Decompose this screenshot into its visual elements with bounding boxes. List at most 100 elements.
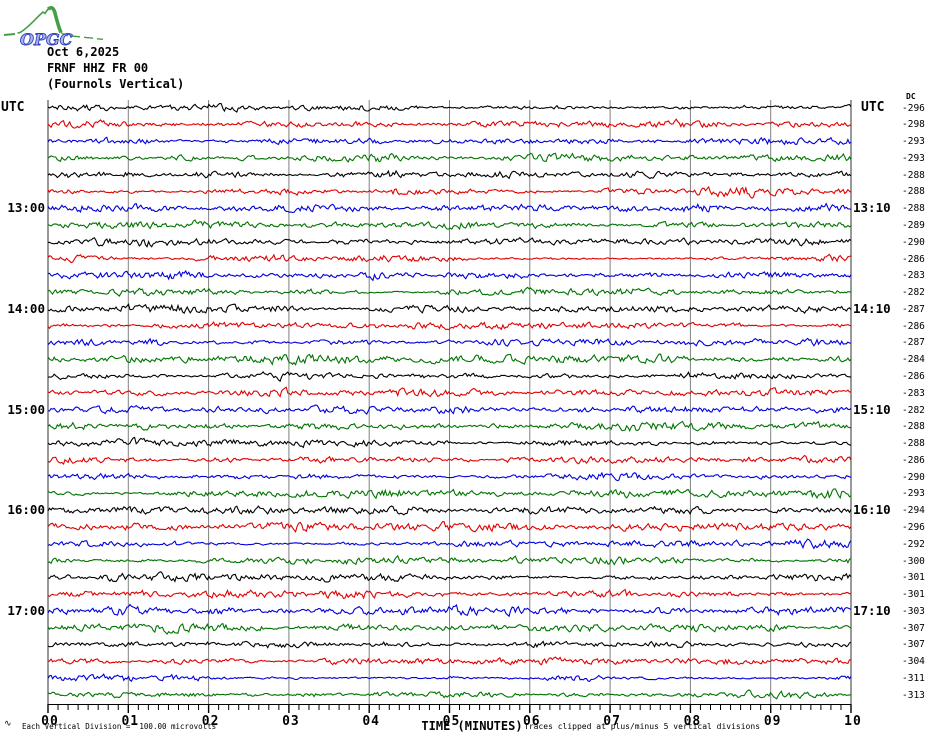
trace-row-1200	[47, 102, 852, 113]
right-hour-label-1410: 14:10	[853, 300, 891, 316]
x-tick-label-04: 04	[362, 714, 381, 729]
x-tick-label-00: 00	[41, 714, 59, 729]
trace-row-1730	[47, 656, 852, 666]
trace-row-1710	[47, 622, 852, 635]
trace-row-1210	[47, 118, 852, 129]
trace-row-1340	[47, 269, 852, 282]
right-hour-label-1510: 15:10	[853, 401, 891, 417]
x-tick-label-01: 01	[121, 714, 140, 729]
trace-row-1320	[47, 236, 852, 248]
trace-row-1430	[47, 353, 852, 366]
left-hour-label-1300: 13:00	[7, 200, 45, 216]
dc-value-row-1740: -311	[902, 672, 925, 684]
trace-row-1650	[47, 588, 852, 600]
trace-row-1700	[47, 603, 852, 618]
dc-value-row-1720: -307	[902, 639, 925, 651]
dc-value-row-1340: -283	[902, 270, 925, 282]
x-tick-label-06: 06	[522, 714, 541, 729]
header-station-description: (Fournols Vertical)	[47, 77, 185, 91]
dc-value-row-1310: -289	[902, 219, 925, 231]
trace-row-1330	[47, 253, 852, 264]
left-hour-label-1700: 17:00	[7, 602, 45, 618]
left-hour-label-1400: 14:00	[7, 300, 45, 316]
trace-row-1630	[47, 554, 852, 566]
trace-row-1640	[47, 571, 852, 583]
trace-row-1400	[47, 303, 852, 315]
header-date: Oct 6,2025	[47, 45, 120, 59]
dc-value-row-1700: -303	[902, 605, 925, 617]
trace-row-1300	[47, 202, 852, 214]
dc-value-row-1330: -286	[902, 253, 925, 265]
volcano-profile-icon	[3, 6, 104, 40]
dc-value-row-1350: -282	[902, 287, 925, 299]
trace-row-1610	[47, 521, 852, 534]
right-hour-label-1310: 13:10	[853, 200, 891, 216]
dc-value-row-1640: -301	[902, 572, 925, 584]
left-hour-label-1600: 16:00	[7, 502, 45, 518]
dc-value-row-1220: -293	[902, 136, 925, 148]
left-hour-label-1500: 15:00	[7, 401, 45, 417]
dc-value-row-1320: -290	[902, 236, 925, 248]
trace-row-1620	[47, 538, 852, 550]
dc-value-row-1510: -288	[902, 421, 925, 433]
dc-value-row-1410: -286	[902, 320, 925, 332]
trace-row-1240	[47, 169, 852, 180]
dc-column-title: DC	[906, 92, 916, 101]
trace-row-1250	[47, 185, 852, 199]
trace-row-1450	[47, 386, 851, 398]
x-tick-label-09: 09	[763, 714, 782, 729]
right-hour-label-1610: 16:10	[853, 502, 891, 518]
trace-row-1440	[47, 371, 852, 383]
trace-row-1740	[47, 673, 852, 683]
dc-value-row-1200: -296	[902, 102, 925, 114]
trace-row-1310	[47, 219, 852, 231]
x-axis-title: TIME (MINUTES)	[421, 719, 523, 733]
trace-row-1540	[47, 471, 852, 482]
dc-value-row-1440: -286	[902, 370, 925, 382]
clipping-note: Traces clipped at plus/minus 5 vertical …	[524, 722, 761, 731]
x-tick-label-08: 08	[683, 714, 702, 729]
dc-value-row-1400: -287	[902, 303, 925, 315]
dc-value-row-1610: -296	[902, 521, 925, 533]
trace-row-1750	[47, 689, 852, 700]
dc-value-row-1750: -313	[902, 689, 925, 701]
observatory-logo: OPGC	[3, 6, 104, 49]
trace-row-1720	[47, 640, 852, 649]
dc-value-row-1420: -287	[902, 337, 925, 349]
dc-value-row-1240: -288	[902, 169, 925, 181]
right-utc-title: UTC	[861, 100, 885, 115]
trace-row-1410	[47, 321, 852, 331]
x-tick-label-03: 03	[282, 714, 300, 729]
scale-wave-icon: ∿	[4, 719, 12, 729]
dc-value-row-1630: -300	[902, 555, 925, 567]
dc-value-row-1500: -282	[902, 404, 925, 416]
dc-value-row-1650: -301	[902, 589, 925, 601]
x-tick-label-07: 07	[603, 714, 621, 729]
trace-row-1220	[47, 136, 852, 146]
trace-row-1230	[47, 152, 852, 163]
dc-value-row-1250: -288	[902, 186, 925, 198]
dc-value-row-1430: -284	[902, 354, 925, 366]
x-tick-label-05: 05	[442, 714, 461, 729]
x-tick-label-02: 02	[201, 714, 220, 729]
trace-row-1530	[47, 454, 852, 465]
dc-value-row-1710: -307	[902, 622, 925, 634]
right-hour-label-1710: 17:10	[853, 602, 891, 618]
dc-value-row-1540: -290	[902, 471, 925, 483]
trace-row-1500	[47, 404, 852, 415]
header-station-code: FRNF HHZ FR 00	[47, 61, 149, 75]
trace-row-1550	[47, 488, 852, 500]
left-utc-title: UTC	[1, 100, 25, 115]
trace-row-1510	[47, 420, 852, 433]
dc-value-row-1450: -283	[902, 387, 925, 399]
dc-value-row-1520: -288	[902, 438, 925, 450]
dc-value-row-1620: -292	[902, 538, 925, 550]
dc-value-row-1230: -293	[902, 152, 925, 164]
trace-row-1350	[47, 286, 852, 297]
dc-value-row-1730: -304	[902, 656, 925, 668]
logo-text: OPGC	[20, 30, 73, 49]
dc-value-row-1600: -294	[902, 505, 925, 517]
dc-value-row-1210: -298	[902, 119, 925, 131]
